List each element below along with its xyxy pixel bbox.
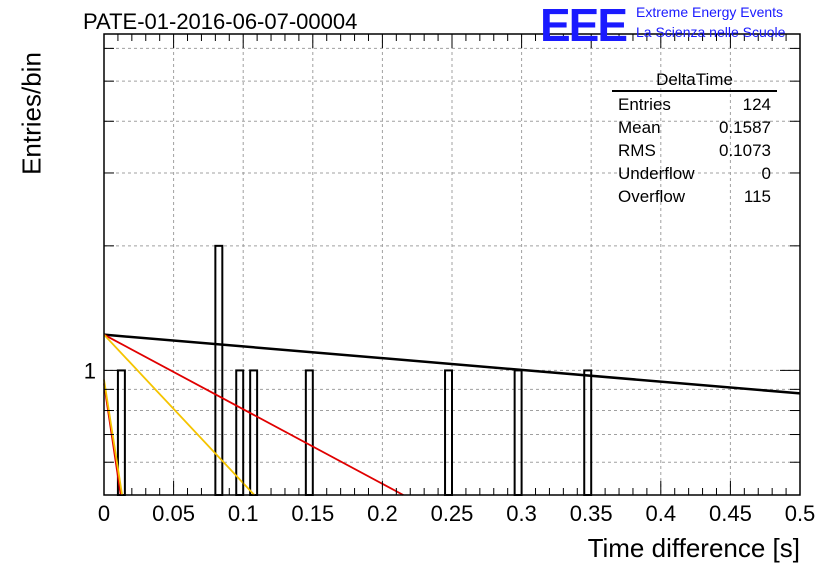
stats-value: 0: [761, 164, 771, 183]
x-tick-label: 0.45: [709, 501, 752, 526]
fit-curve: [103, 333, 801, 395]
stats-value: 124: [742, 95, 771, 114]
stats-row-underflow: Underflow 0: [612, 162, 777, 185]
stats-box: DeltaTime Entries 124 Mean 0.1587 RMS 0.…: [612, 70, 777, 208]
x-tick-label: 0.15: [291, 501, 334, 526]
y-axis-label: Entries/bin: [16, 52, 47, 175]
stats-label: Mean: [618, 118, 661, 137]
stats-label: Entries: [618, 95, 671, 114]
stats-value: 115: [743, 187, 771, 206]
x-tick-label: 0.05: [152, 501, 195, 526]
x-tick-label: 0: [98, 501, 110, 526]
stats-row-rms: RMS 0.1073: [612, 139, 777, 162]
stats-label: Underflow: [618, 164, 695, 183]
x-tick-label: 0.5: [785, 501, 816, 526]
stats-label: RMS: [618, 141, 656, 160]
x-tick-label: 0.25: [431, 501, 474, 526]
stats-label: Overflow: [618, 187, 686, 206]
x-tick-label: 0.2: [367, 501, 398, 526]
y-tick-label: 1: [84, 358, 96, 383]
fit-curve: [103, 379, 123, 496]
x-axis-label: Time difference [s]: [587, 533, 800, 563]
chart-title: PATE-01-2016-06-07-00004: [83, 9, 358, 34]
x-tick-label: 0.3: [506, 501, 537, 526]
x-tick-label: 0.35: [570, 501, 613, 526]
logo-line1: Extreme Energy Events: [636, 4, 784, 20]
stats-value: 0.1587: [719, 118, 771, 137]
fit-curve: [103, 333, 404, 496]
fit-curve: [103, 334, 255, 496]
stats-value: 0.1073: [719, 141, 771, 160]
x-tick-label: 0.1: [228, 501, 259, 526]
logo-line2: La Scienza nelle Scuole: [636, 24, 786, 40]
stats-row-entries: Entries 124: [612, 93, 777, 116]
x-tick-label: 0.4: [646, 501, 677, 526]
stats-row-overflow: Overflow 115: [612, 185, 777, 208]
eee-logo: EEE: [540, 0, 628, 51]
stats-title: DeltaTime: [612, 70, 777, 92]
stats-row-mean: Mean 0.1587: [612, 116, 777, 139]
